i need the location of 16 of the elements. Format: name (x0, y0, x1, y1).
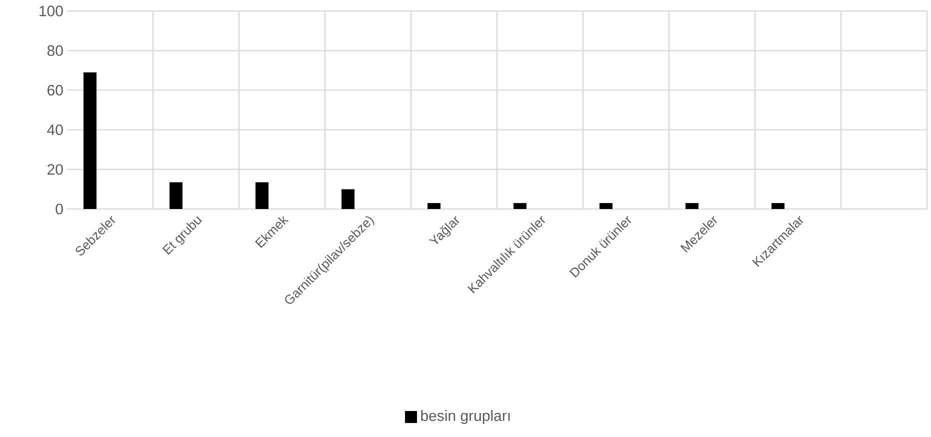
bar (256, 182, 269, 209)
bar (514, 203, 527, 209)
y-tick-label: 60 (48, 84, 63, 96)
bar (84, 72, 97, 209)
bar (686, 203, 699, 209)
legend-label: besin grupları (421, 410, 510, 424)
y-tick-label: 80 (47, 45, 63, 56)
bar (772, 203, 785, 209)
y-tick-label: 100 (40, 6, 63, 16)
bar (342, 189, 355, 209)
bar (170, 182, 183, 209)
y-tick-label: 0 (56, 204, 63, 214)
y-tick-label: 20 (48, 164, 63, 175)
y-tick-label: 40 (47, 124, 63, 136)
bar (428, 203, 441, 209)
bar (600, 203, 613, 209)
